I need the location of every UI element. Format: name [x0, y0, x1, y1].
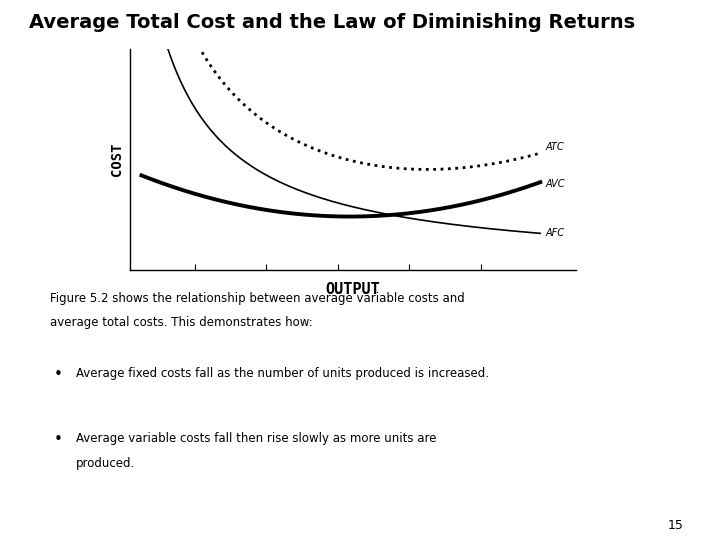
Text: ATC: ATC — [545, 142, 564, 152]
Text: 15: 15 — [668, 519, 684, 532]
Text: AVC: AVC — [545, 179, 564, 188]
Text: average total costs. This demonstrates how:: average total costs. This demonstrates h… — [50, 316, 313, 329]
Text: Average variable costs fall then rise slowly as more units are: Average variable costs fall then rise sl… — [76, 432, 436, 445]
X-axis label: OUTPUT: OUTPUT — [325, 282, 380, 297]
Text: produced.: produced. — [76, 457, 135, 470]
Text: AFC: AFC — [545, 228, 564, 238]
Text: Figure 5.2 shows the relationship between average variable costs and: Figure 5.2 shows the relationship betwee… — [50, 292, 465, 305]
Text: •: • — [54, 432, 63, 447]
Text: Average fixed costs fall as the number of units produced is increased.: Average fixed costs fall as the number o… — [76, 367, 489, 380]
Y-axis label: COST: COST — [110, 143, 124, 176]
Text: •: • — [54, 367, 63, 382]
Text: Average Total Cost and the Law of Diminishing Returns: Average Total Cost and the Law of Dimini… — [29, 14, 635, 32]
